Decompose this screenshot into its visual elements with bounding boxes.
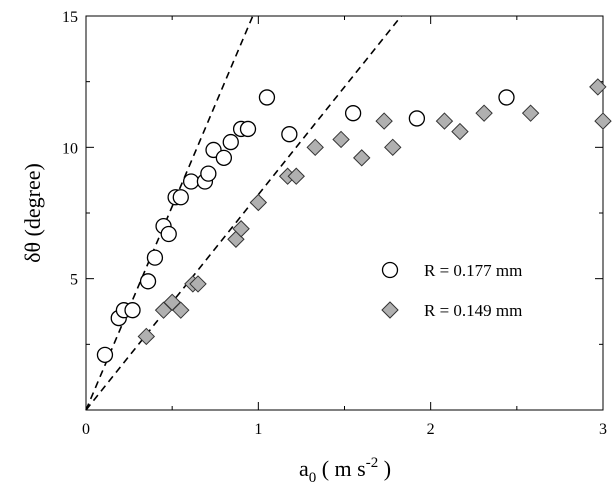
- data-point-circle: [408, 110, 426, 127]
- data-point-circle: [222, 133, 239, 151]
- data-point-diamond: [232, 220, 250, 238]
- legend-marker-circle: [381, 261, 399, 279]
- data-point-circle: [182, 173, 200, 190]
- fit-lines: [85, 15, 402, 411]
- data-point-diamond: [137, 327, 156, 346]
- y-axis-label: δθ (degree): [20, 163, 45, 263]
- data-point-circle: [200, 165, 217, 182]
- data-point-circle: [281, 126, 298, 143]
- data-point-diamond: [287, 167, 305, 185]
- data-point-diamond: [594, 112, 612, 130]
- data-point-diamond: [172, 301, 190, 319]
- data-point-circle: [160, 225, 177, 243]
- data-point-circle: [498, 89, 515, 106]
- fit-line-2: [85, 15, 402, 411]
- data-point-circle: [124, 302, 141, 319]
- data-point-diamond: [435, 112, 454, 130]
- x-tick-label: 1: [254, 421, 262, 438]
- data-point-circle: [344, 105, 362, 122]
- data-point-diamond: [521, 104, 540, 122]
- x-tick-label: 2: [427, 421, 435, 438]
- axis-ticks: 0 1 2 3 5 10 15: [62, 9, 607, 438]
- x-axis-label: a0 ( m s-2 ): [299, 455, 391, 486]
- plot-frame: [85, 15, 604, 411]
- data-point-circle: [139, 273, 157, 290]
- data-point-circle: [215, 149, 233, 166]
- data-point-diamond: [353, 149, 371, 167]
- data-point-diamond: [332, 130, 350, 149]
- data-point-diamond: [375, 112, 393, 130]
- data-point-diamond: [189, 275, 207, 293]
- data-point-circle: [172, 189, 189, 206]
- data-point-diamond: [589, 78, 607, 96]
- data-point-circle: [96, 346, 114, 363]
- legend-label-series-1: R = 0.177 mm: [424, 261, 522, 280]
- legend: R = 0.177 mm R = 0.149 mm: [381, 261, 522, 320]
- data-point-diamond: [306, 138, 324, 157]
- data-point-circle: [146, 249, 164, 266]
- data-point-diamond: [384, 138, 402, 157]
- legend-marker-diamond: [381, 301, 399, 319]
- data-point-diamond: [451, 122, 469, 141]
- y-tick-label: 5: [70, 272, 78, 289]
- data-point-circle: [239, 120, 257, 138]
- data-point-diamond: [249, 193, 268, 212]
- data-point-diamond: [475, 104, 493, 122]
- y-tick-label: 15: [62, 9, 78, 26]
- y-tick-label: 10: [62, 140, 78, 157]
- x-tick-label: 0: [82, 421, 90, 438]
- data-point-circle: [258, 89, 276, 106]
- data-points: [96, 78, 612, 363]
- x-tick-label: 3: [599, 421, 607, 438]
- legend-label-series-2: R = 0.149 mm: [424, 301, 522, 320]
